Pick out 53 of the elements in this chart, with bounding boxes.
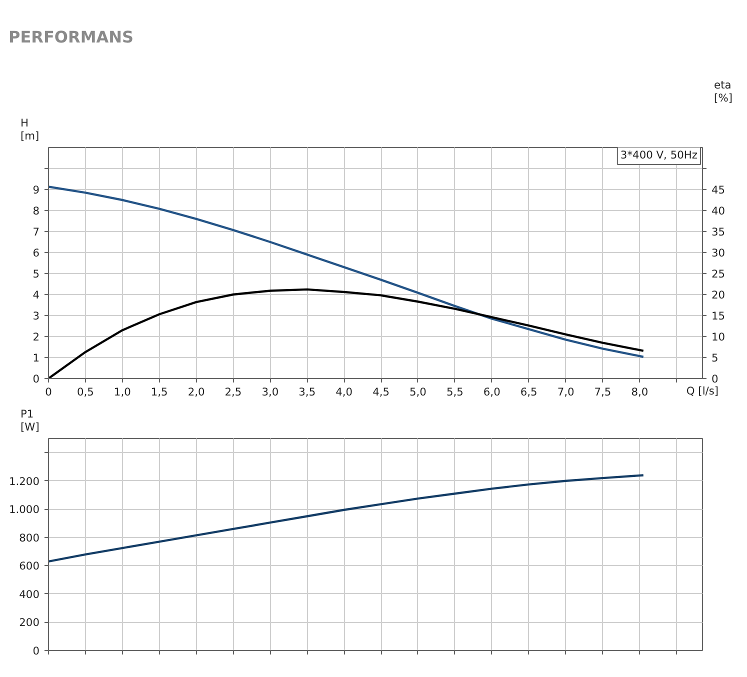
y-tick-label: 5 [32,268,40,280]
x-tick-label: 1,0 [114,386,132,398]
x-tick-label: 6,5 [520,386,538,398]
y-tick-label: 1.200 [8,474,40,488]
x-tick-label: 7,5 [594,386,612,398]
y2-tick-label: 0 [712,372,718,386]
y-tick-label: 0 [32,644,40,658]
x-tick-label: 5,5 [446,386,464,398]
x-tick-label: 5,0 [410,386,427,398]
y-tick-label: 7 [32,226,40,238]
y2-tick-label: 10 [712,330,726,344]
y2-tick-label: 45 [712,184,726,196]
y-tick-label: 6 [32,246,40,260]
y2-tick-label: 40 [712,204,726,218]
y-tick-label: 2 [32,330,40,344]
x-tick-label: 3,0 [262,386,279,398]
line-series [48,186,644,358]
chart-title: PERFORMANS [8,28,134,46]
x-tick-label: 3,5 [298,386,316,398]
x-tick-label: 4,0 [336,386,353,398]
y-tick-label: 1 [32,352,40,364]
y2-tick-label: 30 [712,246,726,260]
y-tick-label: 400 [19,588,40,601]
y-tick-label: 200 [19,616,40,630]
y2-tick-label: 5 [712,352,718,364]
line-series [48,288,644,378]
y-tick-label: 1.000 [8,503,40,516]
y-tick-label: 600 [19,560,40,573]
y-tick-label: 9 [32,184,40,196]
x-tick-label: 4,5 [372,386,390,398]
y-tick-label: 0 [32,372,40,386]
y2-axis-title: eta [%] [714,78,733,104]
y2-tick-label: 15 [712,310,726,322]
y-tick-label: 8 [32,204,40,218]
x-tick-label: 0 [45,386,52,398]
x-tick-label: 1,5 [150,386,168,398]
annotation: 3*400 V, 50Hz [620,148,698,162]
y2-tick-label: 25 [712,268,726,280]
x-tick-label: 0,5 [76,386,94,398]
x-axis-title: Q [l/s] [686,384,719,398]
x-tick-label: 6,0 [483,386,501,398]
y-tick-label: 800 [19,531,40,544]
x-tick-label: 2,5 [224,386,242,398]
line-series [48,474,644,563]
x-tick-label: 2,0 [188,386,205,398]
x-tick-label: 8,0 [631,386,648,398]
y-axis-title: H [m] [20,116,40,142]
y2-tick-label: 35 [712,226,726,238]
y-axis-title: P1 [W] [20,408,40,434]
y2-tick-label: 20 [712,288,726,302]
y-tick-label: 3 [32,310,40,322]
y-tick-label: 4 [32,288,40,302]
x-tick-label: 7,0 [557,386,574,398]
